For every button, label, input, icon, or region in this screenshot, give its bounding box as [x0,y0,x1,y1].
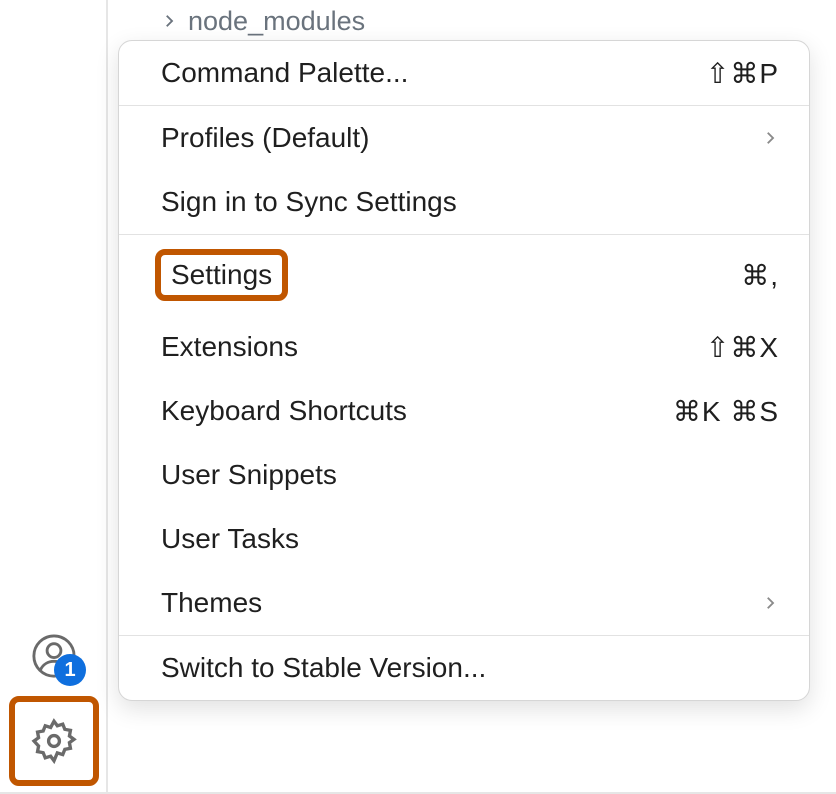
menu-item-shortcut: ⇧⌘X [706,331,779,364]
menu-section: Switch to Stable Version... [119,635,809,700]
menu-section: Settings ⌘, Extensions ⇧⌘X Keyboard Shortcut… [119,234,809,635]
menu-item-label: Command Palette... [155,55,414,91]
menu-item-keyboard-shortcuts[interactable]: Keyboard Shortcuts ⌘K ⌘S [119,379,809,443]
accounts-button[interactable]: 1 [22,624,86,688]
menu-item-themes[interactable]: Themes [119,571,809,635]
menu-item-switch-stable[interactable]: Switch to Stable Version... [119,636,809,700]
menu-item-label: User Snippets [155,457,343,493]
chevron-right-icon [761,587,779,619]
menu-item-settings[interactable]: Settings ⌘, [119,235,809,315]
menu-item-extensions[interactable]: Extensions ⇧⌘X [119,315,809,379]
chevron-right-icon [761,122,779,154]
menu-item-label: User Tasks [155,521,305,557]
menu-item-shortcut: ⌘, [741,259,779,292]
menu-item-label: Extensions [155,329,304,365]
manage-context-menu: Command Palette... ⇧⌘P Profiles (Default) S… [118,40,810,701]
menu-item-user-snippets[interactable]: User Snippets [119,443,809,507]
menu-item-profiles[interactable]: Profiles (Default) [119,106,809,170]
tree-item-node-modules[interactable]: node_modules [160,0,365,42]
menu-item-shortcut: ⌘K ⌘S [673,395,779,428]
chevron-right-icon [160,12,178,30]
menu-item-label: Sign in to Sync Settings [155,184,463,220]
menu-item-label: Switch to Stable Version... [155,650,492,686]
manage-gear-button[interactable] [9,696,99,786]
menu-item-command-palette[interactable]: Command Palette... ⇧⌘P [119,41,809,105]
gear-icon [29,716,79,766]
menu-item-user-tasks[interactable]: User Tasks [119,507,809,571]
menu-item-label: Keyboard Shortcuts [155,393,413,429]
menu-section: Command Palette... ⇧⌘P [119,41,809,105]
menu-item-label: Themes [155,585,268,621]
activity-bar-bottom: 1 [0,624,108,794]
accounts-badge: 1 [54,654,86,686]
menu-item-label: Profiles (Default) [155,120,376,156]
tree-item-label: node_modules [188,6,365,37]
menu-section: Profiles (Default) Sign in to Sync Settin… [119,105,809,234]
menu-item-label: Settings [155,249,288,301]
activity-bar: 1 [0,0,108,794]
menu-item-sign-in-sync[interactable]: Sign in to Sync Settings [119,170,809,234]
menu-item-shortcut: ⇧⌘P [706,57,779,90]
